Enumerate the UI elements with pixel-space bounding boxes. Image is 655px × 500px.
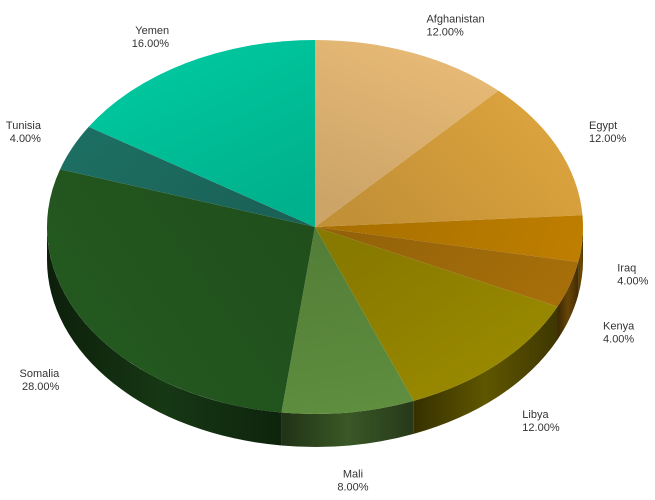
slice-value-afghanistan: 12.00% xyxy=(426,27,464,39)
slice-value-libya: 12.00% xyxy=(522,422,560,434)
slice-afghanistan[interactable] xyxy=(315,40,499,227)
slice-side-somalia xyxy=(47,227,282,446)
slice-value-kenya: 4.00% xyxy=(603,333,634,345)
slice-labels: Afghanistan12.00%Egypt12.00%Iraq4.00%Ken… xyxy=(6,14,649,494)
slice-value-mali: 8.00% xyxy=(337,482,368,494)
slice-value-egypt: 12.00% xyxy=(589,133,627,145)
slice-somalia[interactable] xyxy=(47,169,316,413)
slice-iraq[interactable] xyxy=(315,215,584,263)
slice-value-tunisia: 4.00% xyxy=(10,133,41,145)
slice-label-mali: Mali xyxy=(343,469,363,481)
slice-value-iraq: 4.00% xyxy=(617,275,648,287)
slice-label-somalia: Somalia xyxy=(20,368,61,380)
pie-depth xyxy=(47,227,583,447)
pie-slices xyxy=(47,40,584,414)
slice-label-libya: Libya xyxy=(522,409,549,421)
slice-value-yemen: 16.00% xyxy=(132,38,170,50)
slice-label-yemen: Yemen xyxy=(135,25,169,37)
slice-side-kenya xyxy=(557,262,579,340)
slice-side-iraq xyxy=(578,227,583,296)
slice-label-tunisia: Tunisia xyxy=(6,120,42,132)
slice-mali[interactable] xyxy=(281,227,414,414)
slice-yemen[interactable] xyxy=(88,40,315,227)
slice-egypt[interactable] xyxy=(315,90,583,228)
slice-label-kenya: Kenya xyxy=(603,320,635,332)
slice-side-libya xyxy=(413,306,558,434)
slice-label-egypt: Egypt xyxy=(589,120,617,132)
slice-libya[interactable] xyxy=(315,227,558,401)
slice-label-afghanistan: Afghanistan xyxy=(426,14,484,26)
slice-value-somalia: 28.00% xyxy=(22,381,60,393)
slice-tunisia[interactable] xyxy=(60,126,315,227)
slice-label-iraq: Iraq xyxy=(617,262,636,274)
slice-side-mali xyxy=(281,400,414,447)
slice-kenya[interactable] xyxy=(315,227,579,307)
